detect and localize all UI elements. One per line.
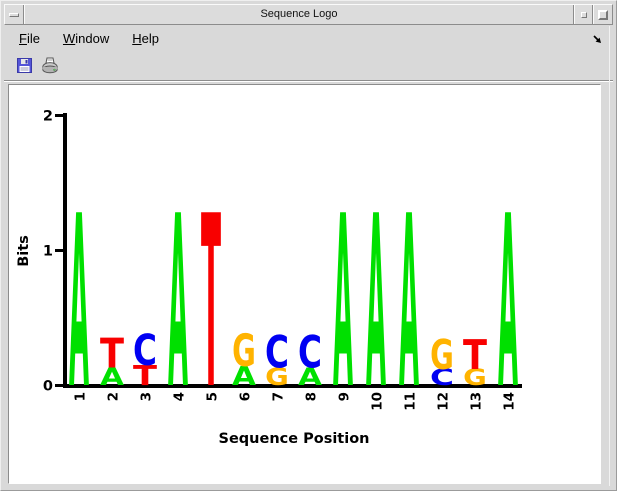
y-tick-label: 0 [43, 379, 53, 395]
logo-letter-G: G [463, 365, 487, 391]
minimize-icon [581, 11, 587, 18]
x-tick-label: 7 [271, 392, 287, 401]
x-tick-label: 8 [304, 392, 320, 401]
x-tick-label: 6 [238, 392, 254, 401]
logo-letter-A: A [399, 166, 419, 442]
x-tick-label: 3 [139, 392, 155, 401]
x-tick-label: 5 [205, 392, 221, 401]
logo-letter-T: T [133, 360, 157, 392]
floppy-disk-icon [16, 58, 32, 73]
logo-letter-A: A [498, 166, 518, 442]
menu-file[interactable]: File [19, 31, 40, 46]
y-tick-label: 2 [43, 109, 53, 125]
x-tick-label: 11 [403, 392, 419, 411]
logo-letter-C: C [265, 328, 289, 379]
y-tick [55, 114, 63, 117]
logo-letter-A: A [100, 362, 125, 391]
x-axis-line [63, 384, 522, 388]
x-tick-label: 9 [337, 392, 353, 401]
y-tick [55, 384, 63, 387]
menu-window[interactable]: Window [62, 31, 110, 46]
logo-letter-T: T [463, 331, 487, 378]
chart-panel: 0 1 2 Bits Sequence Position 1 A 2 A T 3 T C 4 A 5 T 6 A G 7… [8, 84, 601, 484]
x-axis-title: Sequence Position [219, 431, 370, 447]
printer-icon [42, 57, 58, 74]
logo-letter-G: G [265, 363, 289, 391]
logo-letter-A: A [333, 166, 353, 442]
logo-letter-C: C [133, 325, 157, 374]
x-tick-label: 12 [436, 392, 452, 411]
title-bar[interactable]: Sequence Logo [4, 4, 613, 25]
logo-letter-A: A [298, 362, 323, 391]
x-tick-label: 10 [370, 392, 386, 411]
y-axis-title: Bits [16, 235, 32, 267]
menu-help[interactable]: Help [132, 31, 159, 46]
x-tick-label: 1 [73, 392, 89, 401]
logo-letter-A: A [232, 361, 256, 392]
tool-bar [5, 52, 612, 79]
logo-letter-C: C [430, 364, 454, 390]
y-axis-line [63, 113, 67, 388]
print-button[interactable] [40, 56, 60, 76]
y-tick-label: 1 [43, 244, 53, 260]
maximize-icon [598, 9, 608, 20]
window-menu-button[interactable] [5, 5, 24, 24]
maximize-button[interactable] [593, 5, 612, 24]
minimize-button[interactable] [574, 5, 593, 24]
logo-letter-A: A [168, 166, 188, 442]
x-tick-label: 14 [502, 392, 518, 411]
window-title: Sequence Logo [260, 8, 338, 20]
window-menu-icon [9, 12, 19, 17]
frame-highlight [609, 26, 610, 486]
logo-letter-G: G [232, 325, 256, 377]
y-tick [55, 249, 63, 252]
logo-letter-T: T [100, 330, 124, 377]
x-tick-label: 4 [172, 392, 188, 401]
x-tick-label: 2 [106, 392, 122, 401]
logo-letter-A: A [366, 166, 386, 442]
logo-letter-G: G [430, 332, 454, 379]
menu-bar: File Window Help [5, 26, 612, 51]
menubar-corner-arrow-icon [593, 35, 601, 43]
toolbar-separator [4, 80, 613, 82]
save-button[interactable] [14, 56, 34, 76]
x-tick-label: 13 [469, 392, 485, 411]
logo-letter-A: A [69, 166, 89, 442]
logo-letter-T: T [201, 165, 221, 441]
logo-letter-C: C [298, 328, 322, 379]
